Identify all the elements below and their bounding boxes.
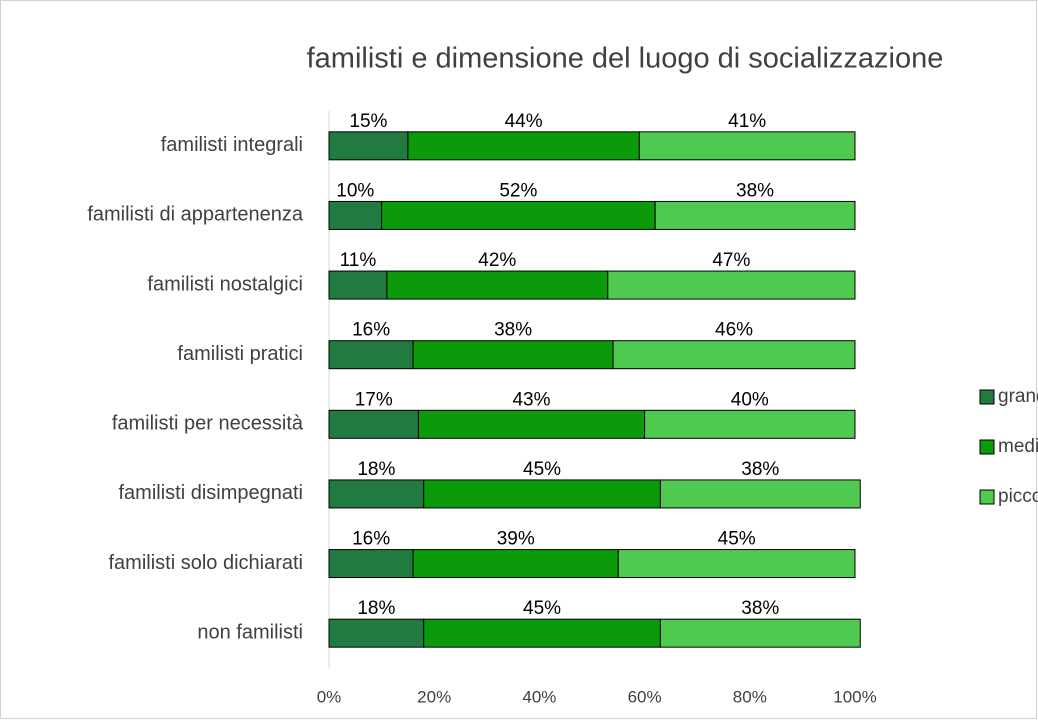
data-label: 16%: [352, 529, 390, 550]
data-label: 11%: [340, 250, 377, 271]
bar-segment: [638, 131, 856, 161]
data-label: 10%: [336, 180, 374, 201]
data-label: 52%: [499, 180, 537, 201]
bar-segment: [328, 409, 419, 439]
legend-label: grande: [998, 386, 1038, 407]
data-label: 46%: [715, 320, 753, 341]
data-label: 18%: [357, 459, 395, 480]
bar-segment: [328, 479, 425, 509]
bar-segment: [417, 409, 646, 439]
bar-segment: [423, 479, 661, 509]
x-tick-label: 80%: [733, 687, 767, 706]
legend-label: piccolo: [998, 486, 1038, 507]
data-label: 38%: [741, 459, 779, 480]
chart-title: familisti e dimensione del luogo di soci…: [307, 43, 944, 75]
data-label: 44%: [505, 111, 543, 132]
legend-swatch: [979, 439, 995, 455]
y-tick-label: familisti per necessità: [112, 413, 304, 435]
data-label: 16%: [352, 320, 390, 341]
x-tick-label: 20%: [417, 687, 451, 706]
x-tick-label: 40%: [522, 687, 556, 706]
bar-segment: [386, 270, 609, 300]
y-tick-label: familisti integrali: [161, 134, 303, 156]
bar-segment: [644, 409, 856, 439]
data-label: 18%: [357, 598, 395, 619]
bar-segment: [612, 340, 856, 370]
bar-segment: [654, 200, 856, 230]
bar-segment: [423, 618, 661, 648]
data-label: 42%: [478, 250, 516, 271]
data-label: 38%: [741, 598, 779, 619]
data-label: 41%: [728, 111, 766, 132]
bar-segment: [659, 479, 861, 509]
data-label: 40%: [731, 389, 769, 410]
y-tick-label: non familisti: [197, 621, 303, 643]
bar-segment: [328, 618, 425, 648]
x-tick-label: 100%: [833, 687, 876, 706]
y-tick-label: familisti nostalgici: [147, 273, 303, 295]
data-label: 38%: [494, 320, 532, 341]
bar-segment: [328, 131, 409, 161]
data-label: 45%: [523, 459, 561, 480]
bar-segment: [617, 549, 856, 579]
data-label: 43%: [512, 389, 550, 410]
legend-label: medio: [998, 436, 1038, 457]
bar-segment: [412, 549, 619, 579]
bar-segment: [381, 200, 656, 230]
bar-segment: [328, 549, 414, 579]
data-label: 38%: [736, 180, 774, 201]
y-tick-label: familisti disimpegnati: [118, 482, 303, 504]
bar-segment: [412, 340, 614, 370]
bar-segment: [328, 270, 388, 300]
bar-segment: [407, 131, 640, 161]
y-tick-label: familisti solo dichiarati: [108, 552, 303, 574]
bar-segment: [328, 340, 414, 370]
x-tick-label: 0%: [317, 687, 342, 706]
bar-segment: [328, 200, 383, 230]
y-tick-label: familisti di appartenenza: [87, 204, 304, 226]
data-label: 45%: [718, 529, 756, 550]
data-label: 47%: [712, 250, 750, 271]
x-tick-label: 60%: [628, 687, 662, 706]
bar-segment: [607, 270, 856, 300]
legend-swatch: [979, 389, 995, 405]
data-label: 39%: [497, 529, 535, 550]
y-tick-label: familisti pratici: [177, 343, 303, 365]
bar-segment: [659, 618, 861, 648]
data-label: 15%: [349, 111, 387, 132]
data-label: 17%: [355, 389, 393, 410]
data-label: 45%: [523, 598, 561, 619]
legend-swatch: [979, 489, 995, 505]
